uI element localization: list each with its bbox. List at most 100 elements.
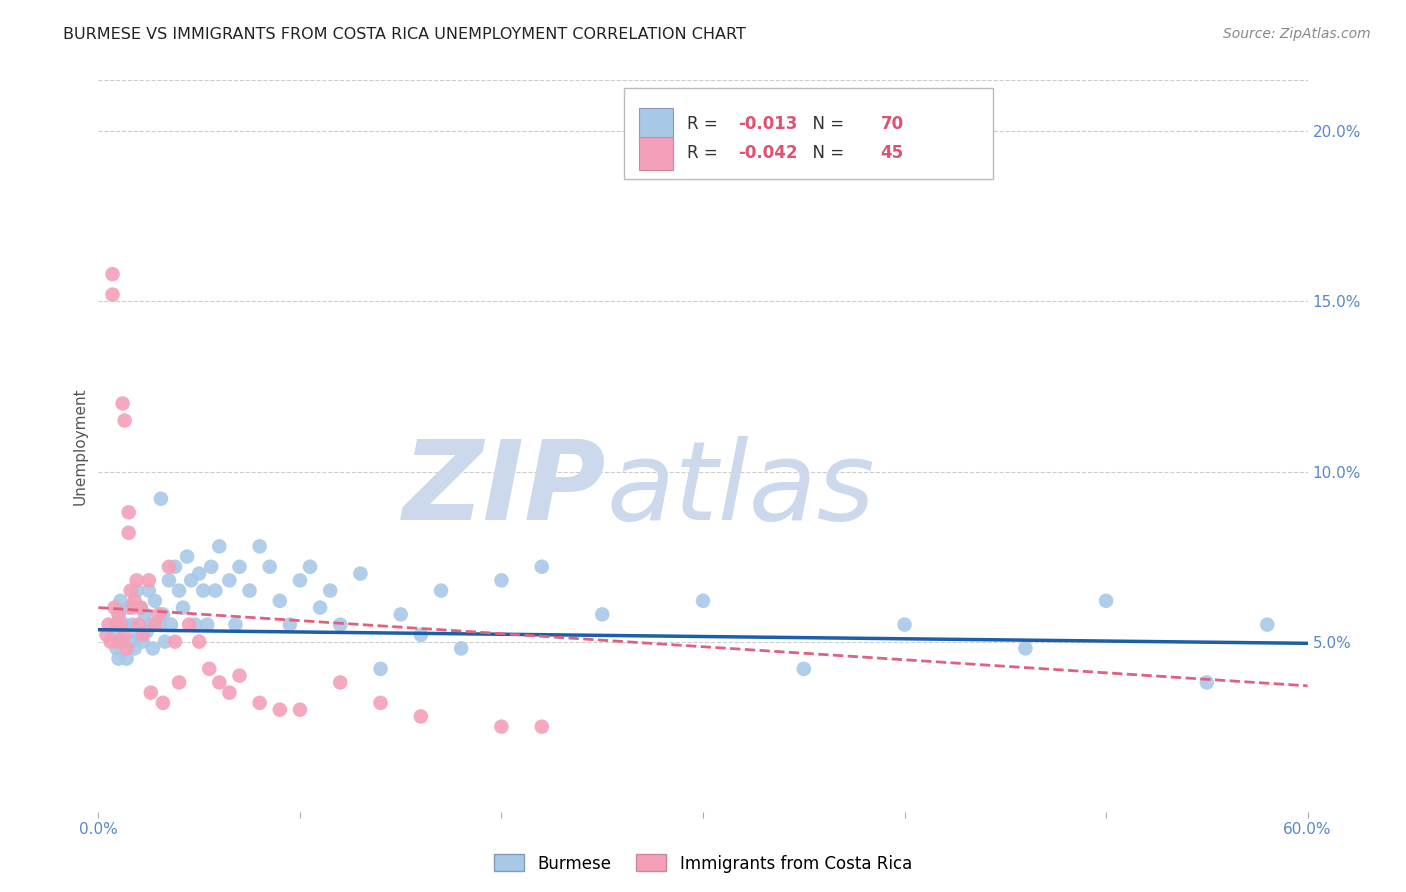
Point [228, 559, 250, 574]
Text: N =: N = [803, 145, 849, 162]
Point [259, 559, 281, 574]
Point [430, 583, 453, 598]
Point [195, 617, 218, 632]
Point [329, 617, 352, 632]
Text: 70: 70 [880, 115, 904, 133]
Point [278, 617, 301, 632]
Point [148, 617, 170, 632]
Point [128, 617, 150, 632]
Text: -0.042: -0.042 [738, 145, 797, 162]
Point [370, 696, 392, 710]
Point [143, 594, 166, 608]
Point [450, 641, 472, 656]
Point [269, 703, 291, 717]
Point [101, 267, 124, 281]
Point [370, 662, 392, 676]
Point [138, 583, 160, 598]
Point [118, 525, 141, 540]
Point [111, 396, 134, 410]
Point [193, 583, 215, 598]
Point [172, 600, 194, 615]
Point [198, 662, 221, 676]
Point [188, 634, 211, 648]
Point [103, 628, 125, 642]
Point [163, 634, 186, 648]
Text: ZIP: ZIP [402, 436, 606, 543]
Point [157, 559, 180, 574]
Text: -0.013: -0.013 [738, 115, 797, 133]
Point [188, 566, 211, 581]
Point [100, 634, 122, 648]
Point [114, 617, 136, 632]
Point [132, 628, 155, 642]
Point [135, 624, 157, 639]
Point [118, 505, 141, 519]
Point [125, 583, 148, 598]
Point [349, 566, 371, 581]
Point [129, 600, 152, 615]
Point [319, 583, 342, 598]
Point [157, 574, 180, 588]
Point [1095, 594, 1118, 608]
Point [288, 574, 311, 588]
Point [409, 628, 432, 642]
Point [179, 617, 201, 632]
Point [184, 617, 207, 632]
Point [167, 583, 190, 598]
Bar [638, 108, 673, 141]
Point [132, 634, 155, 648]
Point [793, 662, 815, 676]
Point [228, 668, 250, 682]
Point [101, 287, 124, 301]
Point [152, 607, 174, 622]
Point [121, 617, 143, 632]
Point [152, 696, 174, 710]
Text: atlas: atlas [606, 436, 875, 543]
Text: N =: N = [803, 115, 849, 133]
Bar [638, 137, 673, 169]
Point [249, 540, 271, 554]
Point [148, 607, 170, 622]
Point [893, 617, 915, 632]
Point [218, 686, 240, 700]
Point [103, 600, 125, 615]
Point [118, 600, 141, 615]
Point [142, 641, 165, 656]
Point [111, 634, 134, 648]
Point [1014, 641, 1036, 656]
Point [591, 607, 613, 622]
Point [299, 559, 322, 574]
Point [115, 641, 138, 656]
Point [110, 594, 132, 608]
Point [105, 641, 128, 656]
Point [114, 413, 136, 427]
Point [239, 583, 262, 598]
Point [110, 617, 132, 632]
Point [389, 607, 412, 622]
Point [269, 594, 291, 608]
Point [134, 607, 156, 622]
Point [208, 540, 231, 554]
Point [120, 634, 142, 648]
Point [149, 491, 172, 506]
Point [128, 628, 150, 642]
Point [124, 641, 146, 656]
Point [124, 594, 146, 608]
Legend: Burmese, Immigrants from Costa Rica: Burmese, Immigrants from Costa Rica [488, 847, 918, 880]
Point [218, 574, 240, 588]
Point [163, 559, 186, 574]
Point [139, 617, 162, 632]
Point [114, 628, 136, 642]
Point [107, 607, 129, 622]
Point [143, 617, 166, 632]
Point [288, 703, 311, 717]
Point [107, 651, 129, 665]
Point [309, 600, 332, 615]
Point [329, 675, 352, 690]
Point [160, 617, 183, 632]
Point [115, 651, 138, 665]
Text: Source: ZipAtlas.com: Source: ZipAtlas.com [1223, 27, 1371, 41]
Point [176, 549, 198, 564]
Y-axis label: Unemployment: Unemployment [72, 387, 87, 505]
Point [208, 675, 231, 690]
